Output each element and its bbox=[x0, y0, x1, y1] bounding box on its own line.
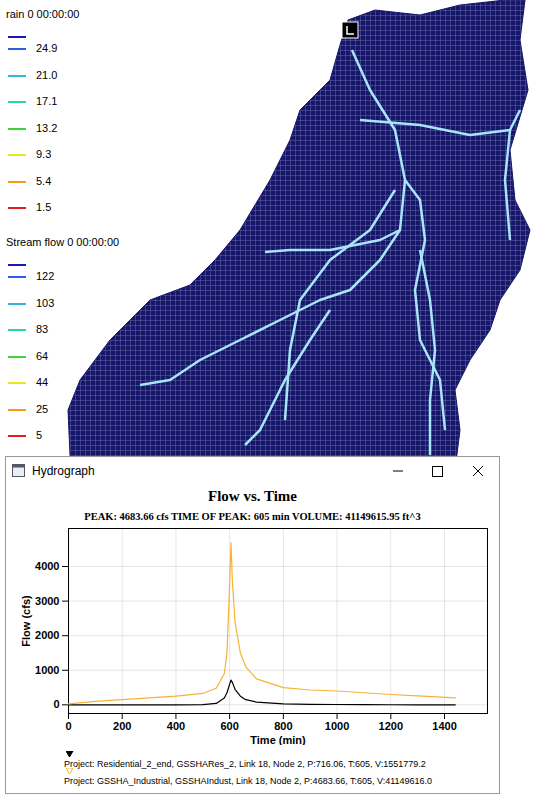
html-text:9.3: 9.3 bbox=[36, 148, 52, 160]
svg-text:0: 0 bbox=[53, 698, 59, 710]
svg-text:1200: 1200 bbox=[379, 720, 403, 732]
html-text:83: 83 bbox=[36, 323, 49, 335]
html-text:5.4: 5.4 bbox=[36, 174, 52, 187]
html-text:44: 44 bbox=[36, 376, 49, 388]
svg-text:1000: 1000 bbox=[35, 664, 59, 676]
svg-text:4000: 4000 bbox=[35, 560, 59, 572]
html-text:rain 0 00:00:00: rain 0 00:00:00 bbox=[6, 8, 80, 20]
svg-text:Time (min): Time (min) bbox=[250, 734, 306, 746]
svg-text:0: 0 bbox=[65, 720, 71, 732]
svg-text:3000: 3000 bbox=[35, 595, 59, 607]
html-text:Flow vs. Time: Flow vs. Time bbox=[208, 488, 297, 504]
html-text:Stream flow 0 00:00:00: Stream flow 0 00:00:00 bbox=[6, 236, 120, 248]
svg-text:2000: 2000 bbox=[35, 629, 59, 641]
html-text:1.5: 1.5 bbox=[36, 201, 52, 213]
svg-text:200: 200 bbox=[113, 720, 131, 732]
svg-text:400: 400 bbox=[167, 720, 185, 732]
svg-text:Flow (cfs): Flow (cfs) bbox=[20, 595, 32, 647]
html-text:Hydrograph: Hydrograph bbox=[32, 464, 95, 478]
svg-text:1400: 1400 bbox=[432, 720, 456, 732]
svg-text:800: 800 bbox=[274, 720, 292, 732]
html-text:103: 103 bbox=[36, 296, 55, 309]
html-text:Project: GSSHA_Industrial, GSS: Project: GSSHA_Industrial, GSSHAIndust, … bbox=[64, 776, 433, 786]
html-text:17.1: 17.1 bbox=[36, 95, 58, 107]
html-text:13.2: 13.2 bbox=[36, 121, 58, 134]
html-text:25: 25 bbox=[36, 402, 49, 415]
svg-text:1000: 1000 bbox=[325, 720, 349, 732]
html-text:PEAK: 4683.66 cfs TIME OF PEAK: PEAK: 4683.66 cfs TIME OF PEAK: 605 min … bbox=[84, 511, 421, 522]
html-text:Project: Residential_2_end, GS: Project: Residential_2_end, GSSHARes_2, … bbox=[64, 759, 426, 769]
html-text:21.0: 21.0 bbox=[36, 68, 58, 81]
html-text:5: 5 bbox=[36, 429, 43, 441]
svg-text:600: 600 bbox=[220, 720, 238, 732]
html-text:122: 122 bbox=[36, 270, 55, 282]
html-text:24.9: 24.9 bbox=[36, 42, 58, 54]
html-text:64: 64 bbox=[36, 349, 49, 362]
